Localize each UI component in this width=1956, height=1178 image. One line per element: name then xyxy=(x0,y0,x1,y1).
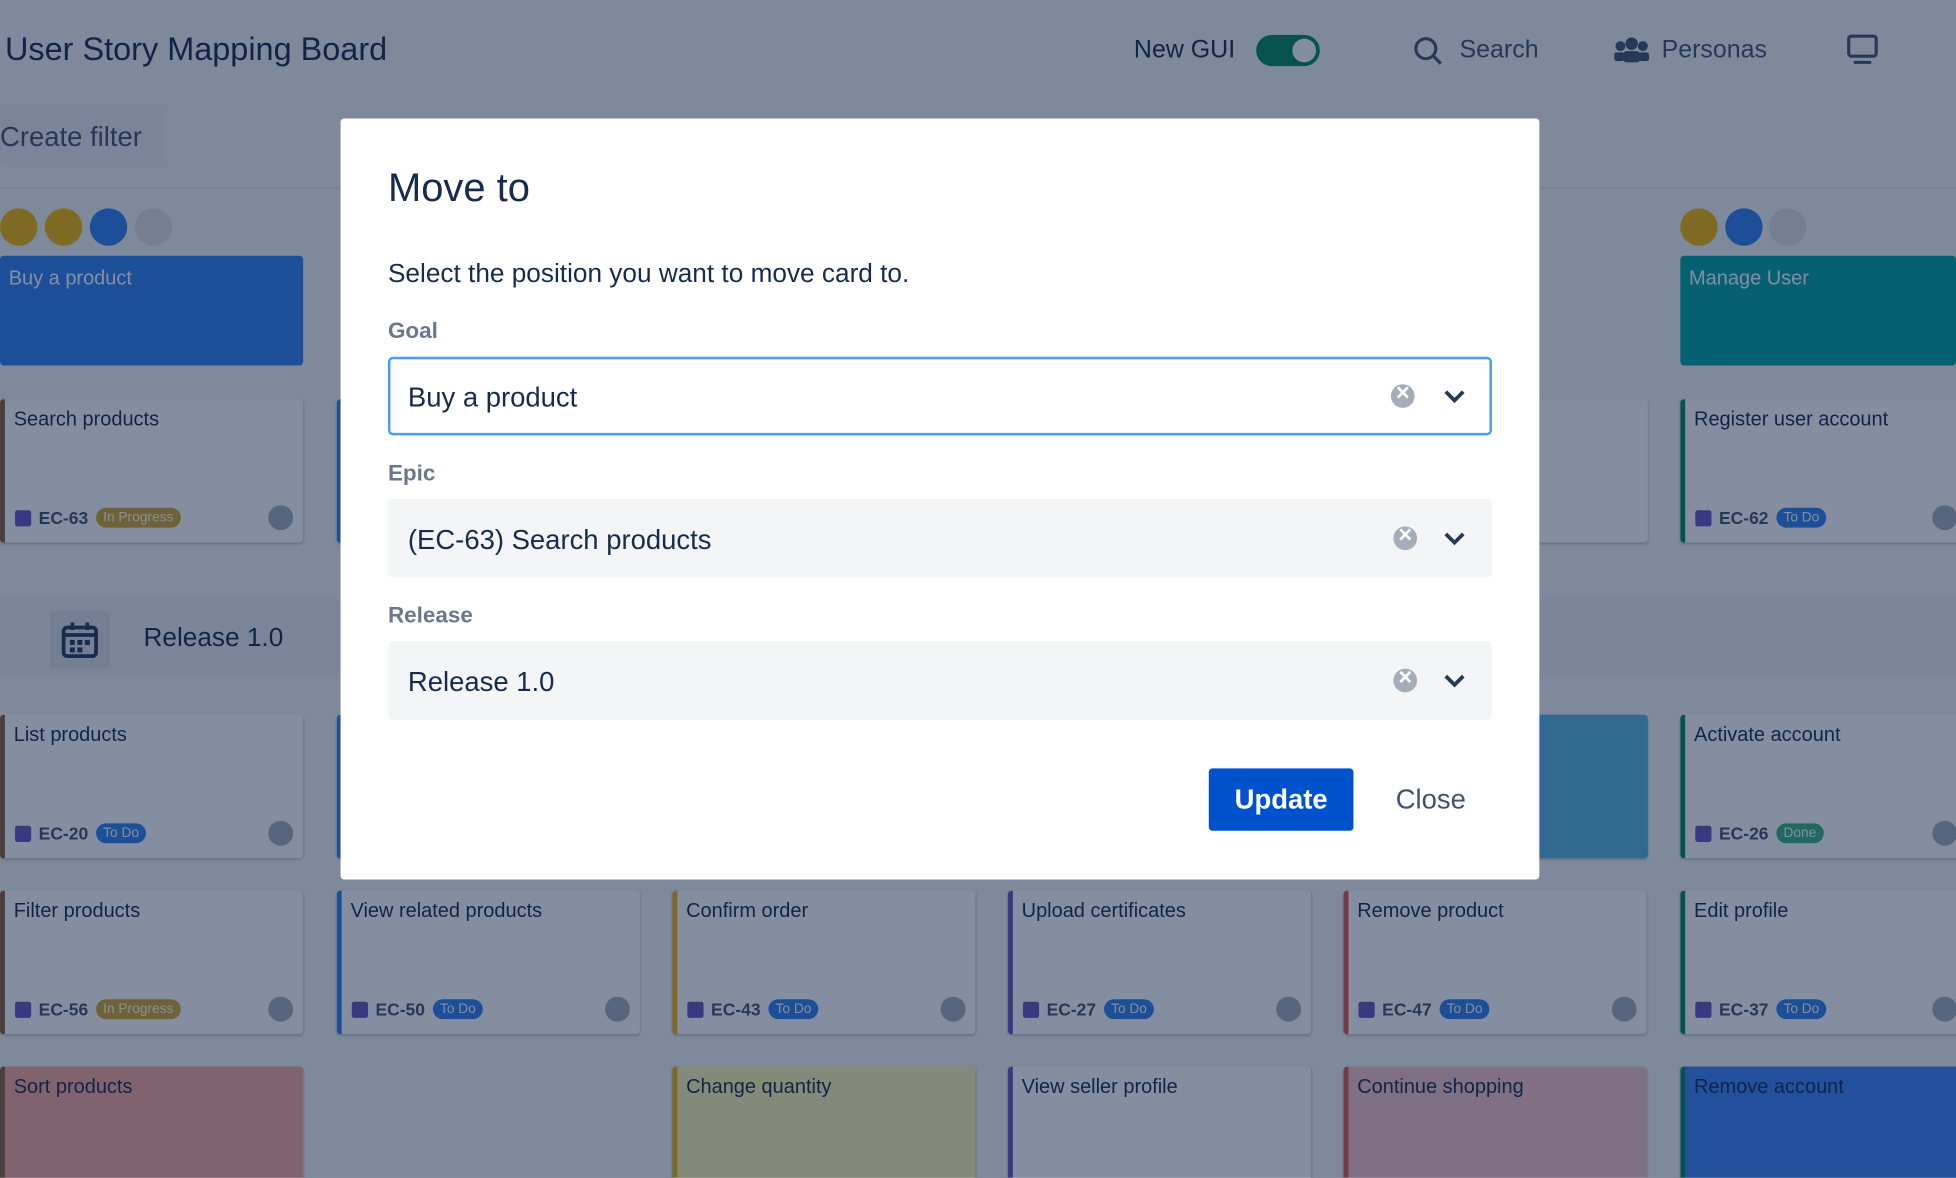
update-button[interactable]: Update xyxy=(1208,768,1354,831)
dropdown-icon[interactable] xyxy=(1442,526,1467,551)
clear-button[interactable] xyxy=(1393,665,1418,693)
clear-button[interactable] xyxy=(1390,380,1415,408)
dialog-instruction: Select the position you want to move car… xyxy=(387,259,910,289)
select-value: Buy a product xyxy=(407,381,578,413)
select-value: Release 1.0 xyxy=(407,666,555,698)
epic-select[interactable]: (EC-63) Search products xyxy=(387,498,1492,578)
clear-button[interactable] xyxy=(1393,523,1418,551)
dialog-title: Move to xyxy=(387,164,530,210)
release-select[interactable]: Release 1.0 xyxy=(387,641,1492,720)
dropdown-icon[interactable] xyxy=(1442,669,1467,694)
select-value: (EC-63) Search products xyxy=(407,523,712,556)
field-label: Release xyxy=(387,602,473,628)
field-label: Goal xyxy=(387,318,438,344)
dropdown-icon[interactable] xyxy=(1442,384,1467,409)
move-dialog: Move to Select the position you want to … xyxy=(340,118,1540,880)
field-label: Epic xyxy=(387,460,436,486)
goal-select[interactable]: Buy a product xyxy=(387,356,1492,436)
close-button[interactable]: Close xyxy=(1395,783,1466,815)
